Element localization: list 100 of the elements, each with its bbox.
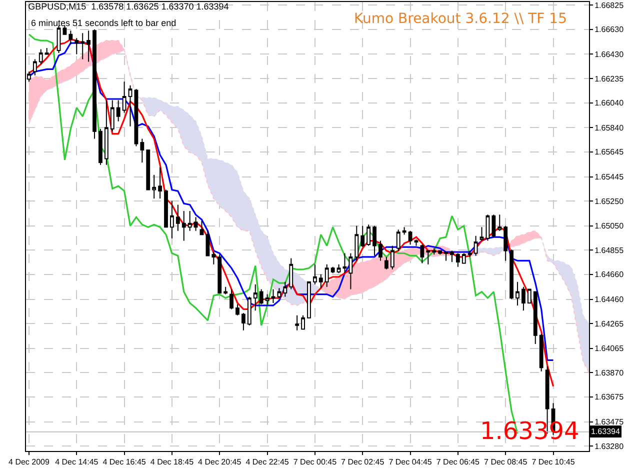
candlestick — [414, 239, 418, 246]
candlestick — [348, 252, 353, 290]
candlestick — [456, 252, 460, 268]
candlestick — [182, 210, 186, 242]
text: 6 minutes 51 seconds left to bar end — [31, 18, 176, 28]
candlestick — [510, 249, 514, 300]
annotation: Kumo Breakout 3.6.12 \\ TF 15 — [354, 11, 567, 27]
candlestick — [289, 258, 294, 290]
candlestick — [38, 48, 43, 65]
candlestick — [104, 100, 108, 166]
y-tick-label: 1.65250 — [594, 196, 624, 206]
y-tick-label: 1.63870 — [594, 368, 624, 378]
y-tick-label: 1.64660 — [594, 270, 624, 280]
y-tick-label: 1.63475 — [594, 418, 624, 427]
candlestick — [236, 304, 240, 316]
candlestick — [253, 284, 258, 311]
y-tick-label: 1.66040 — [594, 98, 624, 108]
candlestick — [504, 225, 508, 262]
y-tick-label: 1.63280 — [594, 442, 624, 451]
candlestick — [230, 288, 234, 310]
candlestick — [98, 128, 102, 166]
candlestick — [420, 244, 424, 264]
y-tick-label: 1.63675 — [594, 392, 624, 402]
x-tick-label: 7 Dec 06:45 — [436, 458, 480, 467]
candlestick — [68, 30, 73, 45]
y-tick-label: 1.65645 — [594, 148, 624, 157]
candlestick — [533, 291, 538, 345]
candlestick — [86, 30, 91, 62]
x-tick-label: 4 Dec 20:45 — [198, 458, 242, 467]
candlestick — [390, 245, 394, 270]
candlestick — [265, 294, 270, 305]
x-tick-label: 4 Dec 16:45 — [102, 458, 146, 467]
candlestick — [486, 214, 490, 242]
candlestick — [378, 240, 382, 262]
candlestick — [128, 84, 132, 127]
candlestick — [402, 226, 406, 236]
y-tick-label: 1.64460 — [594, 295, 624, 304]
candlestick — [247, 296, 252, 326]
candlestick — [224, 286, 228, 295]
candlestick — [330, 266, 335, 274]
candlestick — [336, 264, 341, 274]
candlestick — [480, 226, 484, 242]
candlestick — [426, 250, 430, 265]
candlestick — [360, 225, 365, 248]
x-tick-label: 4 Dec 22:45 — [246, 458, 290, 467]
annotation: 1.63394 — [480, 417, 580, 445]
candlestick — [176, 204, 180, 232]
y-tick-label: 1.64265 — [594, 319, 624, 328]
candlestick — [384, 256, 388, 270]
candlestick — [342, 252, 347, 274]
candlestick — [498, 214, 502, 232]
candlestick — [200, 220, 204, 236]
candlestick — [372, 225, 376, 256]
candlestick — [408, 230, 412, 246]
candlestick — [92, 28, 96, 140]
candlestick — [307, 281, 311, 318]
candlestick — [522, 286, 526, 311]
x-tick-label: 4 Dec 14:45 — [55, 458, 99, 467]
candlestick — [56, 25, 61, 54]
ref-line-label: 1.63394 — [591, 427, 620, 436]
candlestick — [366, 224, 371, 246]
candlestick — [474, 235, 478, 256]
candlestick — [468, 250, 472, 258]
candlestick — [444, 252, 448, 262]
candlestick — [527, 288, 532, 304]
candlestick — [539, 334, 544, 372]
x-tick-label: 7 Dec 02:45 — [341, 458, 385, 467]
candlestick — [450, 250, 454, 262]
candlestick — [396, 229, 400, 252]
candlestick — [62, 25, 67, 35]
candlestick — [206, 230, 210, 256]
candlestick — [152, 174, 156, 200]
candlestick — [158, 166, 162, 200]
candlestick — [492, 214, 496, 238]
candlestick — [32, 58, 37, 76]
candlestick — [271, 288, 276, 304]
candlestick — [134, 88, 138, 147]
y-tick-label: 1.65050 — [594, 222, 624, 231]
candlestick — [140, 138, 144, 163]
candlestick — [146, 150, 150, 190]
candlestick — [212, 252, 216, 265]
candlestick — [301, 314, 305, 330]
candlestick — [194, 216, 198, 232]
candlestick — [164, 189, 168, 228]
candlestick — [324, 264, 329, 288]
candlestick — [283, 281, 288, 298]
x-tick-label: 7 Dec 08:45 — [484, 458, 528, 467]
y-tick-label: 1.65445 — [594, 172, 624, 182]
x-tick-label: 7 Dec 00:45 — [293, 458, 338, 467]
candlestick — [116, 100, 120, 122]
candlestick — [259, 288, 264, 305]
candlestick — [312, 264, 317, 285]
y-tick-label: 1.66430 — [594, 50, 624, 60]
candlestick — [242, 312, 246, 331]
candlestick — [354, 225, 359, 262]
candlestick — [295, 314, 300, 331]
x-tick-label: 4 Dec 2009 — [8, 458, 50, 467]
x-tick-label: 7 Dec 04:45 — [388, 458, 432, 467]
y-tick-label: 1.66235 — [594, 74, 624, 84]
y-tick-label: 1.66825 — [594, 0, 624, 10]
